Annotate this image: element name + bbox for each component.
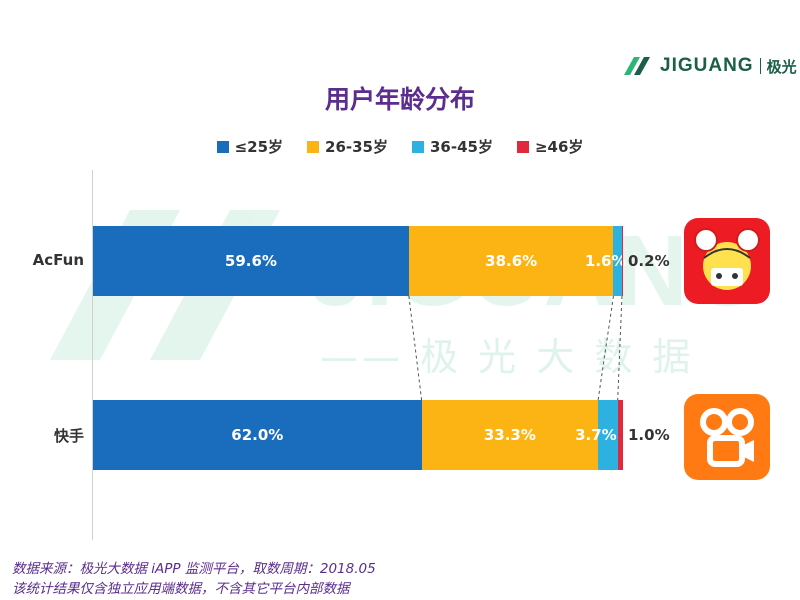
footnote-note: 该统计结果仅含独立应用端数据，不含其它平台内部数据 bbox=[12, 581, 350, 597]
category-label: AcFun bbox=[32, 251, 84, 269]
jiguang-logo-icon bbox=[624, 57, 650, 75]
data-label: 59.6% bbox=[224, 252, 277, 270]
brand-name: JIGUANG bbox=[660, 55, 754, 76]
footnote-source: 数据来源：极光大数据 iAPP 监测平台，取数周期：2018.05 bbox=[12, 561, 376, 577]
legend-label: 36-45岁 bbox=[430, 138, 493, 156]
connector-line bbox=[408, 295, 423, 401]
connector-line bbox=[617, 295, 623, 401]
data-label: 1.6% bbox=[584, 252, 627, 270]
kuaishou-app-icon bbox=[684, 394, 770, 480]
legend-item: 26-35岁 bbox=[307, 136, 388, 157]
chart-legend: ≤25岁 26-35岁 36-45岁 ≥46岁 bbox=[0, 136, 800, 157]
category-axis bbox=[92, 170, 93, 540]
brand-name-cn: 极光 bbox=[766, 57, 797, 76]
legend-swatch bbox=[516, 140, 529, 153]
legend-label: 26-35岁 bbox=[325, 138, 388, 156]
data-label: 33.3% bbox=[483, 426, 536, 444]
connector-line bbox=[597, 295, 614, 401]
legend-item: 36-45岁 bbox=[412, 136, 493, 157]
bar-segment bbox=[621, 226, 623, 296]
data-label: 1.0% bbox=[628, 426, 670, 444]
legend-label: ≥46岁 bbox=[534, 138, 584, 156]
legend-item: ≤25岁 bbox=[216, 136, 284, 157]
legend-item: ≥46岁 bbox=[516, 136, 584, 157]
legend-swatch bbox=[216, 140, 229, 153]
data-label: 3.7% bbox=[575, 426, 617, 444]
brand-logo: JIGUANG 极光 bbox=[620, 46, 797, 86]
bar-segment bbox=[421, 400, 599, 470]
data-label: 62.0% bbox=[231, 426, 284, 444]
chart-title: 用户年龄分布 bbox=[324, 85, 475, 114]
legend-swatch bbox=[412, 140, 424, 153]
data-label: 38.6% bbox=[485, 252, 538, 270]
acfun-app-icon bbox=[684, 218, 770, 304]
watermark-subtext: —— 极 光 大 数 据 bbox=[320, 335, 694, 379]
legend-label: ≤25岁 bbox=[234, 138, 284, 156]
bar-segment bbox=[93, 226, 409, 296]
legend-swatch bbox=[307, 140, 320, 153]
data-label: 0.2% bbox=[628, 252, 670, 270]
category-label: 快手 bbox=[53, 427, 84, 445]
bar-segment bbox=[613, 226, 622, 296]
bar-segment bbox=[598, 400, 618, 470]
bar-segment bbox=[93, 400, 422, 470]
bar-segment bbox=[408, 226, 614, 296]
brand-divider bbox=[759, 58, 761, 74]
bar-segment bbox=[617, 400, 623, 470]
